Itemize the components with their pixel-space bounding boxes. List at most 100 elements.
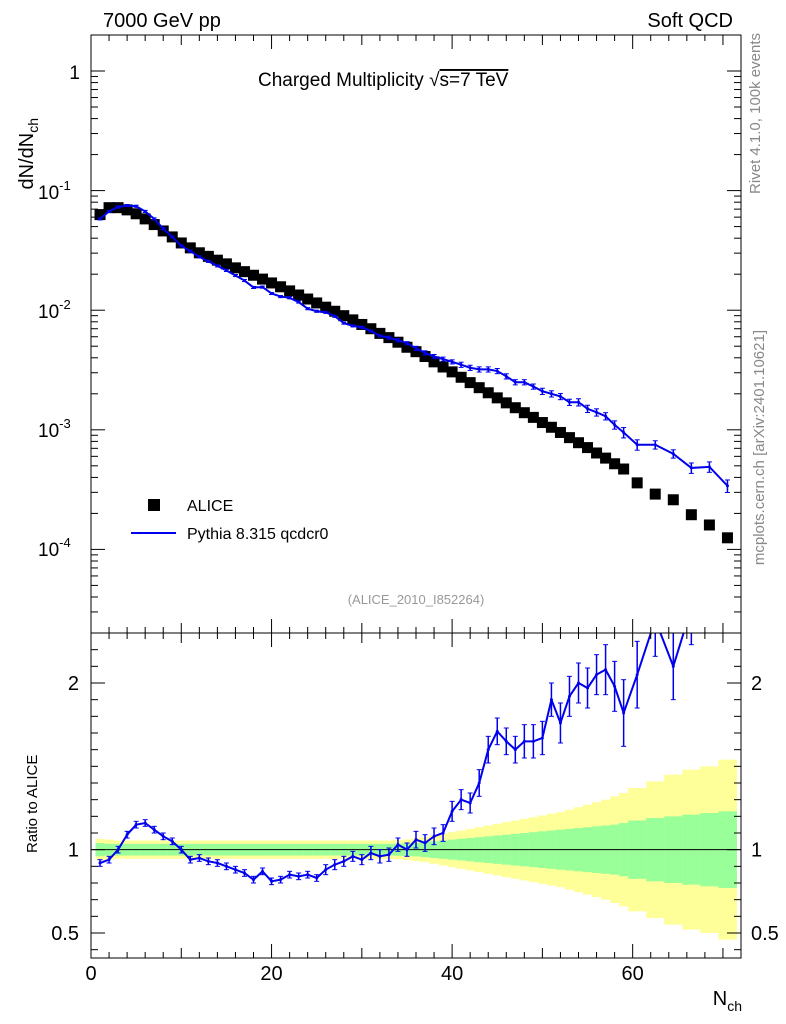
- ratio-point: [360, 858, 364, 862]
- alice-point: [220, 258, 232, 270]
- alice-point: [410, 346, 422, 358]
- ratio-x-tick-labels: 0 20 40 60: [85, 963, 643, 985]
- y-tick-label-1e-2: 10-2: [38, 297, 71, 323]
- pythia-point: [188, 249, 192, 253]
- ratio-point: [690, 607, 693, 610]
- main-panel: Charged Multiplicity √s=7 TeV dN/dNch 1 …: [16, 34, 742, 634]
- ratio-point: [396, 843, 400, 847]
- ratio-point: [161, 834, 165, 838]
- ratio-point: [306, 873, 310, 877]
- ratio-point: [378, 854, 382, 858]
- pythia-point: [725, 484, 729, 488]
- ratio-point: [671, 664, 675, 668]
- ratio-point: [369, 851, 373, 855]
- pythia-point: [233, 274, 237, 278]
- legend-alice-marker: [148, 499, 160, 511]
- pythia-point: [653, 443, 657, 447]
- ratio-point: [513, 748, 517, 752]
- alice-point: [347, 314, 359, 326]
- ratio-point: [635, 673, 639, 677]
- ratio-y-tick-label: 2: [68, 673, 79, 695]
- alice-point: [293, 289, 305, 301]
- alice-point: [374, 327, 386, 339]
- ratio-point: [152, 828, 156, 832]
- alice-data-series: [94, 202, 733, 544]
- alice-point: [275, 281, 287, 293]
- y-tick-label-1: 1: [69, 63, 80, 84]
- mcplots-label: mcplots.cern.ch [arXiv:2401.10621]: [751, 330, 768, 565]
- pythia-point: [540, 389, 544, 393]
- x-tick-label: 40: [441, 963, 463, 985]
- pythia-point: [125, 204, 129, 208]
- alice-point: [609, 458, 621, 470]
- main-frame: [90, 34, 742, 634]
- ratio-point: [233, 868, 237, 872]
- ratio-point: [549, 698, 553, 702]
- ratio-point: [613, 684, 617, 688]
- pythia-point: [450, 360, 454, 364]
- x-tick-label: 60: [622, 963, 644, 985]
- pythia-point: [360, 325, 364, 329]
- pythia-point: [504, 374, 508, 378]
- x-tick-label: 20: [260, 963, 282, 985]
- alice-point: [446, 366, 458, 378]
- pythia-point: [342, 321, 346, 325]
- ratio-point: [206, 859, 210, 863]
- ratio-point: [414, 838, 418, 842]
- pythia-point: [622, 430, 626, 434]
- pythia-point: [324, 310, 328, 314]
- ratio-y-tick-label: 1: [68, 840, 79, 862]
- alice-point: [649, 488, 661, 500]
- alice-point: [667, 494, 679, 506]
- ratio-point: [351, 854, 355, 858]
- ratio-point: [486, 748, 490, 752]
- pythia-point: [459, 363, 463, 367]
- alice-point: [545, 421, 557, 433]
- alice-point: [94, 209, 106, 221]
- ratio-point: [522, 739, 526, 743]
- pythia-point: [423, 351, 427, 355]
- ratio-point: [342, 859, 346, 863]
- ratio-point: [432, 834, 436, 838]
- alice-point: [582, 442, 594, 454]
- alice-point: [320, 301, 332, 313]
- ratio-point: [134, 823, 138, 827]
- pythia-point: [405, 341, 409, 345]
- alice-point: [554, 426, 566, 438]
- ratio-point: [252, 878, 255, 882]
- alice-point: [356, 318, 368, 330]
- x-tick-label: 0: [85, 963, 96, 985]
- ratio-point: [405, 848, 409, 852]
- pythia-point: [513, 380, 517, 384]
- alice-point: [618, 463, 630, 475]
- alice-point: [284, 285, 296, 297]
- legend-pythia-label: Pythia 8.315 qcdcr0: [187, 526, 329, 543]
- alice-point: [437, 361, 449, 373]
- alice-point: [491, 392, 503, 404]
- main-y-axis-label: dN/dNch: [16, 118, 41, 190]
- ratio-point: [654, 618, 657, 621]
- alice-point: [311, 297, 323, 309]
- pythia-point: [577, 400, 580, 404]
- ratio-point: [477, 781, 481, 785]
- analysis-tag: (ALICE_2010_I852264): [348, 592, 485, 607]
- pythia-point: [468, 366, 472, 370]
- alice-point: [573, 437, 584, 449]
- pythia-point: [707, 465, 711, 469]
- pythia-point: [306, 307, 310, 311]
- pythia-point: [531, 385, 535, 389]
- pythia-point: [558, 394, 562, 398]
- pythia-point: [116, 205, 120, 209]
- pythia-point: [378, 334, 382, 338]
- pythia-point: [613, 423, 617, 427]
- alice-point: [563, 432, 575, 444]
- alice-point: [266, 277, 278, 289]
- ratio-point: [459, 798, 463, 802]
- ratio-point: [495, 729, 499, 733]
- pythia-point: [206, 259, 210, 263]
- y-tick-label-1e-3: 10-3: [38, 416, 71, 442]
- alice-point: [455, 371, 467, 383]
- pythia-point: [396, 338, 400, 342]
- ratio-point: [450, 809, 454, 813]
- pythia-point: [477, 367, 481, 371]
